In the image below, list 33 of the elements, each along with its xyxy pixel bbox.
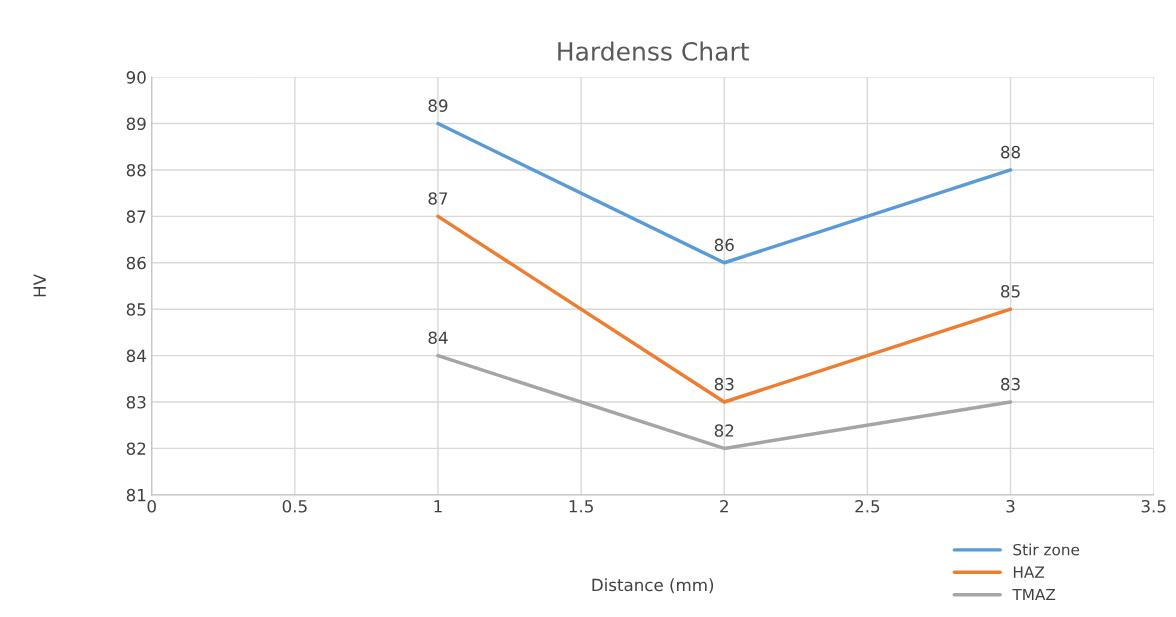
data-label: 87 <box>428 192 448 205</box>
x-axis-title: Distance (mm) <box>592 578 714 594</box>
y-tick-label: 81 <box>126 488 146 502</box>
data-label: 83 <box>1001 377 1020 391</box>
x-tick-label: 3 <box>1006 499 1015 513</box>
x-tick-label: 3.5 <box>1141 499 1166 513</box>
y-tick-label: 85 <box>126 303 146 316</box>
data-label: 88 <box>1001 145 1020 159</box>
data-label: 85 <box>1001 285 1020 298</box>
data-label: 84 <box>428 331 448 345</box>
y-tick-label: 88 <box>126 163 146 177</box>
data-label: 89 <box>428 99 448 112</box>
x-tick-label: 0 <box>147 499 156 513</box>
legend-label: TMAZ <box>1012 588 1056 601</box>
data-label: 83 <box>714 377 734 391</box>
legend-label: Stir zone <box>1013 543 1080 556</box>
x-tick-label: 0.5 <box>282 499 307 513</box>
legend-label: HAZ <box>1013 566 1045 578</box>
y-tick-label: 86 <box>126 256 146 270</box>
x-tick-label: 2.5 <box>855 499 880 513</box>
data-label: 86 <box>714 238 734 252</box>
x-tick-label: 2 <box>720 499 728 513</box>
data-label: 82 <box>714 424 734 437</box>
y-tick-label: 89 <box>126 117 146 131</box>
y-tick-label: 82 <box>126 442 146 455</box>
x-tick-label: 1 <box>434 500 442 513</box>
x-tick-label: 1.5 <box>569 500 593 513</box>
y-tick-label: 90 <box>126 71 146 84</box>
y-tick-label: 83 <box>126 395 146 409</box>
y-tick-label: 87 <box>126 210 146 223</box>
y-tick-label: 84 <box>126 349 146 363</box>
chart-title: Hardenss Chart <box>558 41 749 61</box>
y-axis-title: HV <box>33 274 46 297</box>
